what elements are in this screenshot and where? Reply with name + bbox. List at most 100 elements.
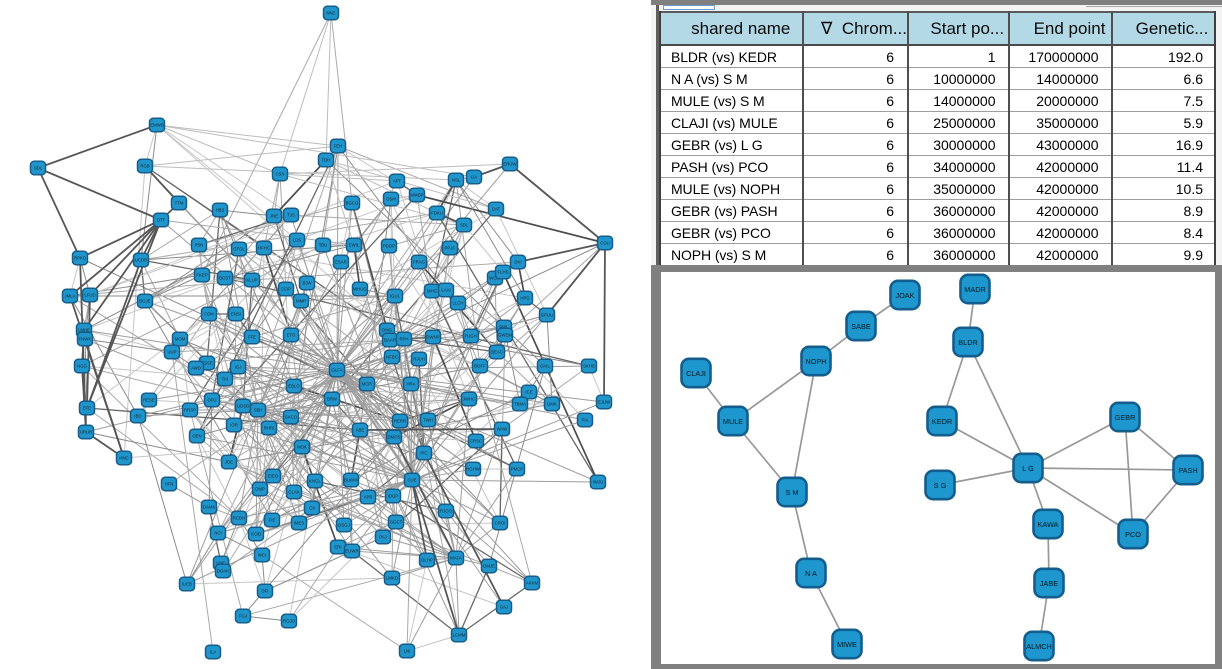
svg-text:RESE: RESE <box>143 398 155 403</box>
svg-text:DOAK: DOAK <box>217 569 229 574</box>
svg-text:OFU: OFU <box>207 398 216 403</box>
svg-text:CCIP: CCIP <box>281 287 291 292</box>
svg-text:AWD: AWD <box>191 366 201 371</box>
svg-text:OAMK: OAMK <box>203 505 216 510</box>
svg-text:SKHB: SKHB <box>583 364 595 369</box>
svg-text:OAIL: OAIL <box>540 364 550 369</box>
svg-text:ICE: ICE <box>525 390 532 395</box>
svg-text:ERUW: ERUW <box>503 162 517 167</box>
svg-text:RCDH: RCDH <box>233 516 245 521</box>
svg-text:LCMM: LCMM <box>453 633 466 638</box>
svg-text:WCI: WCI <box>258 553 266 558</box>
svg-text:DWNP: DWNP <box>426 335 439 340</box>
svg-text:MADR: MADR <box>964 285 986 294</box>
svg-text:N A: N A <box>805 569 817 578</box>
svg-text:PIA: PIA <box>582 418 589 423</box>
svg-text:LMHE: LMHE <box>78 328 90 333</box>
svg-text:KNGL: KNGL <box>309 479 321 484</box>
svg-text:FGJ: FGJ <box>239 614 247 619</box>
svg-text:WCIR: WCIR <box>489 276 500 281</box>
svg-text:CRSC: CRSC <box>470 439 482 444</box>
svg-text:PPJC: PPJC <box>445 246 456 251</box>
svg-text:PMCP: PMCP <box>511 467 524 472</box>
svg-text:UHC: UHC <box>216 561 225 566</box>
svg-text:ETO: ETO <box>287 333 296 338</box>
svg-text:EFE: EFE <box>83 406 91 411</box>
svg-text:LMKD: LMKD <box>386 576 398 581</box>
svg-text:IJA: IJA <box>471 175 477 180</box>
svg-text:DAT: DAT <box>492 207 501 212</box>
svg-text:APT: APT <box>393 179 402 184</box>
svg-text:KCIB: KCIB <box>251 532 261 537</box>
svg-text:CII: CII <box>309 506 315 511</box>
svg-text:JABE: JABE <box>1040 579 1058 588</box>
svg-text:BGCG: BGCG <box>346 201 359 206</box>
svg-text:IMES: IMES <box>294 521 305 526</box>
svg-text:UMK: UMK <box>547 402 557 407</box>
svg-text:FDKU: FDKU <box>431 211 443 216</box>
svg-text:GLFA: GLFA <box>332 368 343 373</box>
svg-text:MOM: MOM <box>175 337 186 342</box>
svg-text:FNWK: FNWK <box>79 337 92 342</box>
svg-text:MULE: MULE <box>723 417 743 426</box>
svg-text:BUWW: BUWW <box>344 478 359 483</box>
svg-text:MIWE: MIWE <box>837 640 857 649</box>
svg-text:HGHW: HGHW <box>466 467 481 472</box>
svg-text:LLCH: LLCH <box>453 301 464 306</box>
svg-text:RHRI: RHRI <box>264 426 275 431</box>
svg-text:HBS: HBS <box>216 208 225 213</box>
svg-text:JDE: JDE <box>225 460 233 465</box>
svg-text:IDGP: IDGP <box>388 494 399 499</box>
svg-text:FOM: FOM <box>204 312 214 317</box>
svg-text:MMDP: MMDP <box>410 193 423 198</box>
svg-text:BRW: BRW <box>327 397 338 402</box>
svg-text:SBH: SBH <box>254 408 263 413</box>
svg-text:RRSP: RRSP <box>184 408 196 413</box>
svg-text:PWL: PWL <box>499 325 509 330</box>
svg-text:OMJE: OMJE <box>483 564 495 569</box>
svg-text:SDL: SDL <box>460 223 469 228</box>
svg-text:EBLO: EBLO <box>288 384 300 389</box>
svg-text:NCI: NCI <box>214 531 221 536</box>
svg-text:WHUG: WHUG <box>353 287 367 292</box>
svg-text:MMP: MMP <box>296 299 306 304</box>
svg-text:HFN: HFN <box>165 482 174 487</box>
svg-text:JMLA: JMLA <box>65 294 76 299</box>
svg-text:MHG: MHG <box>427 289 438 294</box>
svg-text:IUEB: IUEB <box>182 582 192 587</box>
svg-text:DMP: DMP <box>255 487 265 492</box>
svg-text:EMWB: EMWB <box>150 123 164 128</box>
svg-text:ILA: ILA <box>210 650 217 655</box>
svg-text:FIE: FIE <box>269 518 276 523</box>
svg-text:PASH: PASH <box>1178 466 1197 475</box>
svg-text:WAW: WAW <box>497 427 509 432</box>
svg-text:S M: S M <box>786 488 799 497</box>
svg-text:JNE: JNE <box>270 214 278 219</box>
svg-text:RERR: RERR <box>394 419 406 424</box>
svg-text:TKI: TKI <box>222 377 229 382</box>
svg-text:ERI: ERI <box>334 545 341 550</box>
svg-text:KAWA: KAWA <box>1038 520 1059 529</box>
svg-text:BJW: BJW <box>302 281 312 286</box>
svg-text:HFHC: HFHC <box>258 246 270 251</box>
svg-text:NSL: NSL <box>452 178 461 183</box>
svg-text:PDDP: PDDP <box>383 244 395 249</box>
svg-text:MCPI: MCPI <box>362 382 373 387</box>
svg-text:TWH: TWH <box>423 418 433 423</box>
svg-text:TDH: TDH <box>322 158 331 163</box>
svg-text:TJS: TJS <box>287 213 295 218</box>
svg-text:TBU: TBU <box>319 243 328 248</box>
svg-text:BEAC: BEAC <box>491 350 503 355</box>
svg-text:GGCT: GGCT <box>390 520 403 525</box>
svg-text:IGUL: IGUL <box>390 294 401 299</box>
svg-text:GEBR: GEBR <box>1115 413 1136 422</box>
svg-text:JOAK: JOAK <box>895 291 914 300</box>
svg-text:L G: L G <box>1022 464 1034 473</box>
svg-text:EWIL: EWIL <box>349 243 360 248</box>
svg-text:PAJ: PAJ <box>379 535 387 540</box>
svg-text:CLAJI: CLAJI <box>686 369 706 378</box>
svg-text:ESAR: ESAR <box>335 260 347 265</box>
svg-text:DKI: DKI <box>514 260 521 265</box>
svg-text:CLAK: CLAK <box>288 490 299 495</box>
svg-text:BOFF: BOFF <box>474 364 486 369</box>
